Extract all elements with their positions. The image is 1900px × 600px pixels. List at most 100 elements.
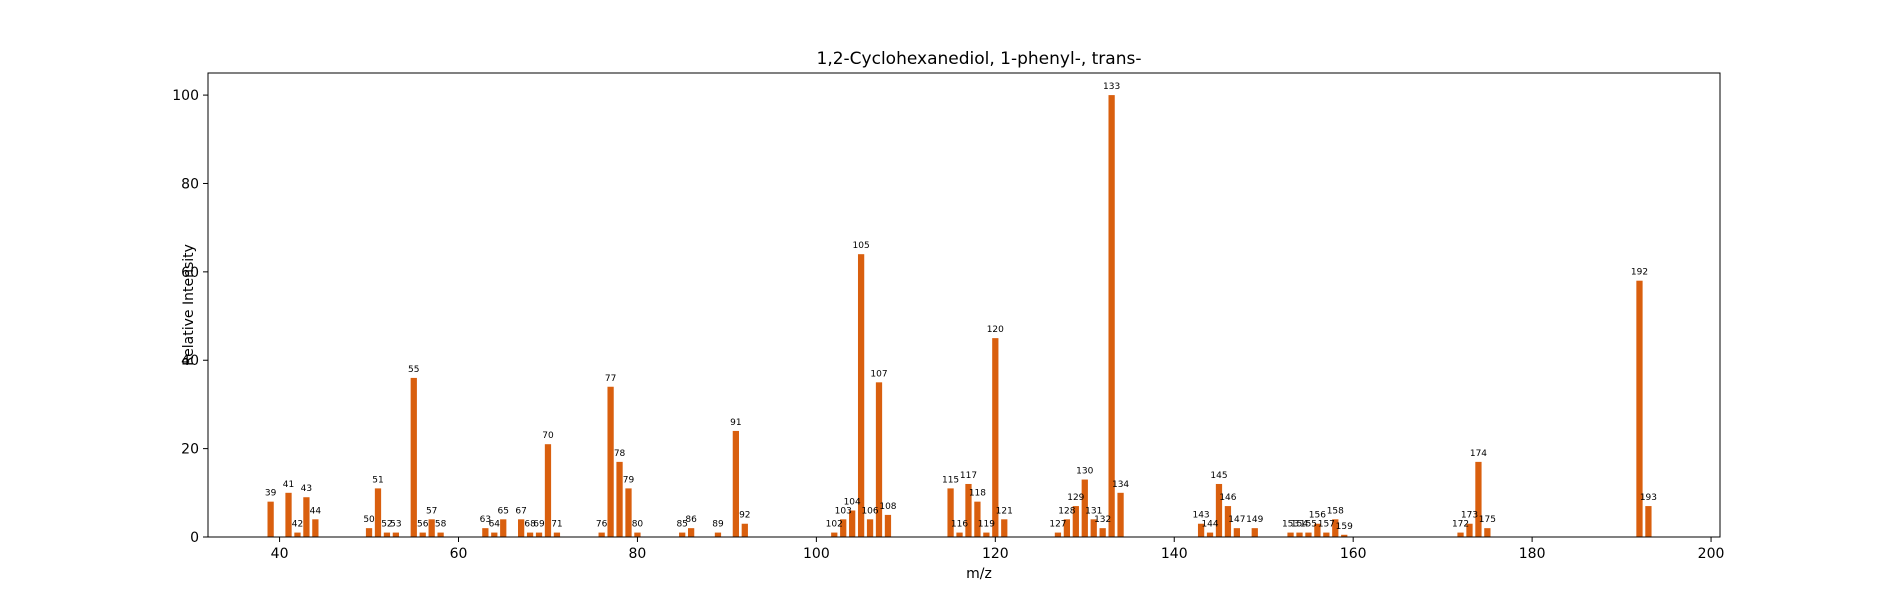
peak-label-158: 158	[1327, 506, 1344, 516]
bar-mz-134	[1117, 492, 1124, 537]
bar-mz-149	[1251, 528, 1258, 537]
bar-mz-118	[974, 501, 981, 537]
y-tick-label: 20	[181, 442, 199, 458]
x-tick-label: 60	[450, 546, 468, 562]
peak-label-43: 43	[301, 484, 312, 494]
bar-mz-92	[741, 523, 748, 537]
bar-mz-42	[294, 532, 301, 537]
peak-label-145: 145	[1210, 471, 1227, 481]
peak-label-55: 55	[408, 365, 419, 375]
peak-label-130: 130	[1076, 467, 1093, 477]
peak-label-129: 129	[1067, 493, 1084, 503]
bar-mz-77	[607, 386, 614, 537]
peak-label-52: 52	[381, 520, 392, 530]
bar-mz-130	[1081, 479, 1088, 537]
peak-label-153: 153	[1282, 520, 1299, 530]
peak-label-115: 115	[942, 475, 959, 485]
x-tick-label: 100	[803, 546, 830, 562]
x-tick-label: 80	[629, 546, 647, 562]
bar-mz-159	[1341, 534, 1348, 537]
bar-mz-131	[1090, 519, 1097, 537]
bar-mz-71	[553, 532, 561, 537]
y-tick-label: 0	[190, 530, 199, 546]
x-tick-label: 140	[1161, 546, 1188, 562]
bar-mz-120	[992, 338, 999, 537]
bar-mz-85	[679, 532, 686, 537]
peak-label-65: 65	[498, 506, 509, 516]
y-axis-ticks: 0 20 40 60 80 100	[172, 88, 208, 546]
peak-label-57: 57	[426, 506, 437, 516]
y-tick-label: 80	[181, 176, 199, 192]
x-tick-label: 120	[982, 546, 1009, 562]
peak-label-120: 120	[987, 325, 1004, 335]
peak-label-68: 68	[524, 520, 536, 530]
bar-mz-102	[831, 532, 838, 537]
bars-group	[267, 95, 1652, 537]
peak-label-92: 92	[739, 511, 750, 521]
bar-mz-86	[687, 528, 695, 537]
bar-mz-107	[875, 382, 883, 537]
bar-mz-78	[616, 461, 623, 537]
bar-mz-57	[428, 519, 435, 537]
bar-mz-106	[866, 519, 874, 537]
peak-label-193: 193	[1640, 493, 1657, 503]
bar-mz-173	[1466, 523, 1473, 537]
peak-label-173: 173	[1461, 511, 1478, 521]
peak-label-102: 102	[826, 520, 843, 530]
peak-label-155: 155	[1300, 520, 1317, 530]
x-tick-label: 200	[1698, 546, 1725, 562]
peak-label-133: 133	[1103, 82, 1120, 92]
bar-mz-175	[1484, 528, 1491, 537]
bar-mz-145	[1215, 483, 1223, 537]
peak-label-154: 154	[1291, 520, 1308, 530]
peak-label-69: 69	[533, 520, 545, 530]
bar-mz-115	[947, 488, 954, 537]
peak-label-192: 192	[1631, 268, 1648, 278]
bar-mz-128	[1063, 519, 1071, 537]
peak-label-156: 156	[1309, 511, 1326, 521]
bar-mz-116	[956, 532, 963, 537]
peak-label-174: 174	[1470, 449, 1487, 459]
bar-mz-41	[285, 492, 292, 537]
x-axis-ticks: 40 60 80 100 120 140 160 180 200	[271, 537, 1725, 562]
peak-label-157: 157	[1318, 520, 1335, 530]
peak-label-108: 108	[879, 502, 896, 512]
peak-label-63: 63	[480, 515, 491, 525]
x-axis-label: m/z	[966, 566, 992, 582]
bar-mz-156	[1314, 523, 1321, 537]
bar-mz-192	[1636, 280, 1643, 537]
peak-label-118: 118	[969, 489, 986, 499]
peak-label-41: 41	[283, 480, 294, 490]
peak-label-78: 78	[614, 449, 626, 459]
bar-mz-44	[312, 519, 319, 537]
bar-mz-153	[1287, 532, 1294, 537]
bar-mz-51	[374, 488, 382, 537]
bar-mz-53	[392, 532, 400, 537]
bar-mz-117	[965, 483, 972, 537]
bar-mz-80	[634, 532, 641, 537]
bar-mz-91	[732, 430, 739, 537]
bar-mz-76	[598, 532, 605, 537]
peak-label-104: 104	[844, 497, 861, 507]
peak-label-58: 58	[435, 520, 447, 530]
bar-mz-70	[544, 444, 552, 537]
peak-label-50: 50	[363, 515, 375, 525]
peak-label-44: 44	[310, 506, 322, 516]
bar-mz-154	[1296, 532, 1303, 537]
peak-label-85: 85	[676, 520, 687, 530]
bar-mz-147	[1233, 528, 1240, 537]
peak-label-143: 143	[1192, 511, 1209, 521]
peak-label-131: 131	[1085, 506, 1102, 516]
peak-label-146: 146	[1219, 493, 1236, 503]
x-tick-label: 180	[1519, 546, 1546, 562]
peak-label-67: 67	[515, 506, 526, 516]
bar-mz-65	[500, 519, 507, 537]
peak-label-172: 172	[1452, 520, 1469, 530]
peak-label-79: 79	[623, 475, 635, 485]
bar-mz-146	[1224, 506, 1232, 537]
peak-label-39: 39	[265, 489, 277, 499]
peak-label-159: 159	[1336, 522, 1353, 532]
bar-mz-127	[1054, 532, 1062, 537]
